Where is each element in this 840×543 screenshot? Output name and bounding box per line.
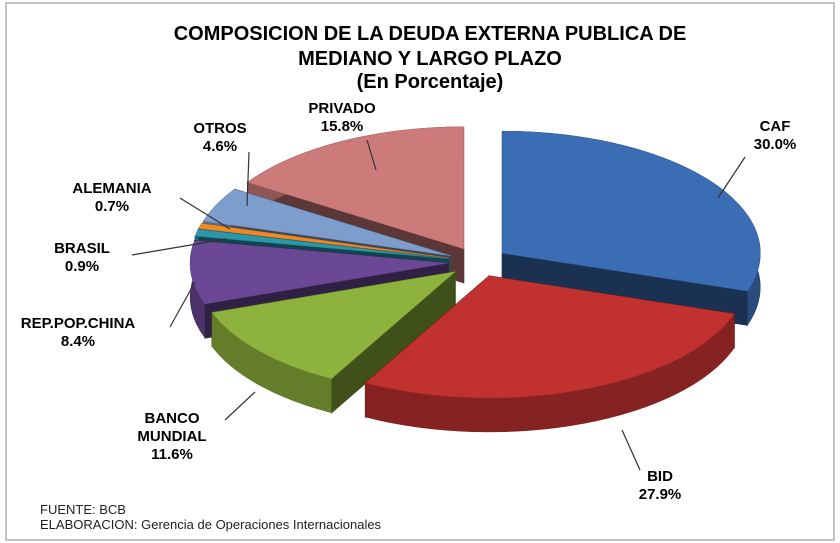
slice-label: BANCO MUNDIAL 11.6% bbox=[112, 410, 232, 464]
value-label: 0.9% bbox=[64, 258, 100, 275]
slice bbox=[364, 275, 735, 399]
leader-line bbox=[179, 197, 231, 230]
frame bbox=[5, 2, 835, 541]
slice bbox=[198, 223, 450, 259]
leader-line bbox=[131, 238, 227, 256]
category-label: BRASIL bbox=[54, 240, 110, 257]
slice-label: OTROS 4.6% bbox=[193, 120, 246, 156]
slice-label: ALEMANIA 0.7% bbox=[72, 180, 151, 216]
slice bbox=[202, 188, 451, 256]
slice-label: PRIVADO 15.8% bbox=[308, 100, 375, 136]
value-label: 4.6% bbox=[202, 138, 238, 155]
value-label: 27.9% bbox=[638, 486, 682, 503]
category-label: REP.POP.CHINA bbox=[20, 315, 136, 332]
category-label: BID bbox=[647, 468, 673, 485]
slice bbox=[502, 130, 761, 292]
credit-note: ELABORACION: Gerencia de Operaciones Int… bbox=[40, 517, 382, 532]
chart-subtitle: (En Porcentaje) bbox=[357, 71, 504, 93]
leaders bbox=[131, 139, 746, 471]
slice bbox=[211, 271, 457, 380]
category-label: OTROS bbox=[193, 120, 247, 137]
slice bbox=[189, 240, 449, 305]
value-label: 0.7% bbox=[94, 198, 130, 215]
value-label: 11.6% bbox=[151, 446, 193, 463]
leader-line bbox=[621, 429, 641, 471]
category-label: ALEMANIA bbox=[72, 180, 152, 197]
leader-line bbox=[246, 151, 250, 207]
chart-title: MEDIANO Y LARGO PLAZO bbox=[298, 48, 562, 70]
source-note: FUENTE: BCB bbox=[40, 502, 126, 517]
category-label: PRIVADO bbox=[308, 100, 376, 117]
leader-line bbox=[366, 139, 377, 171]
category-label: CAF bbox=[759, 118, 791, 135]
slice-label: BRASIL 0.9% bbox=[54, 240, 110, 276]
slice-label: REP.POP.CHINA 8.4% bbox=[21, 315, 136, 351]
value-label: 15.8% bbox=[320, 118, 364, 135]
leader-line bbox=[717, 156, 746, 199]
slice bbox=[246, 126, 464, 250]
slice bbox=[194, 229, 449, 260]
leader-line bbox=[169, 281, 196, 328]
slice-label: BID 27.9% bbox=[639, 468, 682, 504]
pie bbox=[189, 126, 761, 433]
chart-title: COMPOSICION DE LA DEUDA EXTERNA PUBLICA … bbox=[174, 23, 687, 45]
slice-label: CAF 30.0% bbox=[754, 118, 797, 154]
value-label: 8.4% bbox=[60, 333, 96, 350]
leader-line bbox=[224, 391, 256, 421]
category-label: BANCO MUNDIAL bbox=[137, 410, 207, 445]
value-label: 30.0% bbox=[753, 136, 797, 153]
